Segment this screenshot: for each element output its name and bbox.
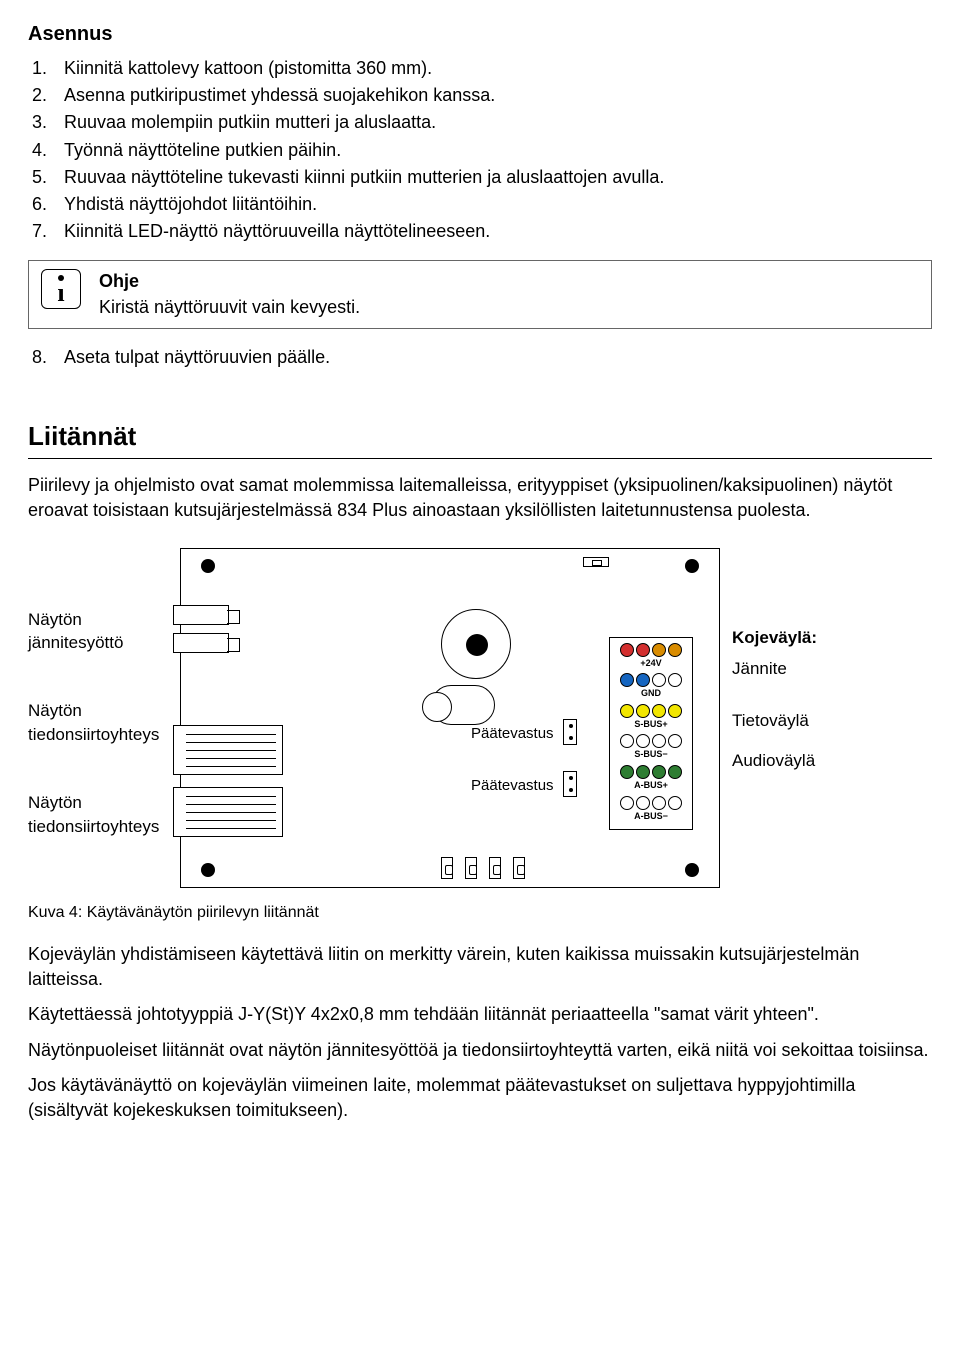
jumper <box>563 719 577 745</box>
step-num: 7. <box>32 219 54 244</box>
step-text: Asenna putkiripustimet yhdessä suojakehi… <box>64 83 495 108</box>
step-text: Kiinnitä LED-näyttö näyttöruuveilla näyt… <box>64 219 490 244</box>
mount-hole <box>201 559 215 573</box>
pcb-diagram: Näytön jännitesyöttö Näytön tiedonsiirto… <box>28 548 932 888</box>
step-text: Yhdistä näyttöjohdot liitäntöihin. <box>64 192 317 217</box>
info-note: ı Ohje Kiristä näyttöruuvit vain kevyest… <box>28 260 932 328</box>
label-power: Näytön jännitesyöttö <box>28 608 168 656</box>
step-text: Työnnä näyttöteline putkien päihin. <box>64 138 341 163</box>
mount-hole <box>685 559 699 573</box>
component-circle <box>441 609 511 679</box>
connections-intro: Piirilevy ja ohjelmisto ovat samat molem… <box>28 473 932 523</box>
para: Näytönpuoleiset liitännät ovat näytön jä… <box>28 1038 932 1063</box>
ribbon-connector <box>173 787 283 837</box>
top-slot <box>583 557 609 567</box>
install-steps: 1. Kiinnitä kattolevy kattoon (pistomitta… <box>32 56 932 244</box>
label-data2: Näytön tiedonsiirtoyhteys <box>28 791 168 839</box>
step-num: 6. <box>32 192 54 217</box>
mount-hole <box>201 863 215 877</box>
label-audiobus: Audioväylä <box>732 749 902 773</box>
component-blob <box>431 685 495 725</box>
install-heading: Asennus <box>28 20 932 48</box>
step-text: Kiinnitä kattolevy kattoon (pistomitta 3… <box>64 56 432 81</box>
step-num: 1. <box>32 56 54 81</box>
terminator-label: Päätevastus <box>471 723 554 744</box>
para: Käytettäessä johtotyyppiä J-Y(St)Y 4x2x0… <box>28 1002 932 1027</box>
info-title: Ohje <box>99 269 360 294</box>
step-num: 3. <box>32 110 54 135</box>
mount-hole <box>685 863 699 877</box>
step-num: 2. <box>32 83 54 108</box>
para: Kojeväylän yhdistämiseen käytettävä liit… <box>28 942 932 992</box>
connections-heading: Liitännät <box>28 418 932 454</box>
info-icon: ı <box>41 269 81 309</box>
label-voltage: Jännite <box>732 657 902 681</box>
step-num: 4. <box>32 138 54 163</box>
step-num: 8. <box>32 345 54 370</box>
para: Jos käytävänäyttö on kojeväylän viimeine… <box>28 1073 932 1123</box>
section-divider <box>28 458 932 459</box>
info-text: Kiristä näyttöruuvit vain kevyesti. <box>99 295 360 320</box>
step-num: 5. <box>32 165 54 190</box>
label-data1: Näytön tiedonsiirtoyhteys <box>28 699 168 747</box>
step-text: Aseta tulpat näyttöruuvien päälle. <box>64 345 330 370</box>
step-text: Ruuvaa näyttöteline tukevasti kiinni put… <box>64 165 664 190</box>
jumper <box>563 771 577 797</box>
bus-heading: Kojeväylä: <box>732 626 902 650</box>
figure-caption: Kuva 4: Käytävänäytön piirilevyn liitänn… <box>28 902 932 924</box>
bottom-slots <box>441 857 525 879</box>
ribbon-connector <box>173 725 283 775</box>
step-text: Ruuvaa molempiin putkiin mutteri ja alus… <box>64 110 436 135</box>
label-databus: Tietoväylä <box>732 709 902 733</box>
bus-connector: +24VGNDS-BUS+S-BUS−A-BUS+A-BUS− <box>609 637 693 831</box>
pcb-board: Päätevastus Päätevastus +24VGNDS-BUS+S-B… <box>180 548 720 888</box>
terminator-label: Päätevastus <box>471 775 554 796</box>
